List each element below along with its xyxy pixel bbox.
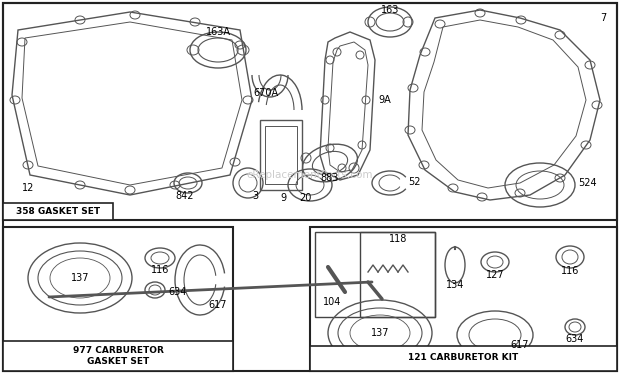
Text: 977 CARBURETOR
GASKET SET: 977 CARBURETOR GASKET SET [73,346,164,366]
Text: 524: 524 [578,178,596,188]
Text: 358 GASKET SET: 358 GASKET SET [16,206,100,215]
Text: 118: 118 [389,234,407,244]
Text: 9A: 9A [378,95,391,105]
Text: 163A: 163A [205,27,231,37]
Text: 137: 137 [71,273,89,283]
Text: 137: 137 [371,328,389,338]
Bar [3,203,113,220]
Text: 670A: 670A [253,88,278,98]
Bar [315,232,435,317]
Text: 634: 634 [566,334,584,344]
Bar [360,232,435,317]
Text: 52: 52 [408,177,420,187]
Text: 883: 883 [321,173,339,183]
Bar [265,126,297,184]
Text: 3: 3 [252,191,258,201]
Text: 12: 12 [22,183,34,193]
Text: 617: 617 [209,300,228,310]
Text: 121 CARBURETOR KIT: 121 CARBURETOR KIT [409,353,518,362]
Text: 634: 634 [168,287,187,297]
Text: 134: 134 [446,280,464,290]
Bar [3,227,233,371]
Text: 127: 127 [485,270,504,280]
Text: 20: 20 [299,193,311,203]
Text: eReplacementParts.com: eReplacementParts.com [247,170,373,180]
Text: 116: 116 [151,265,169,275]
Text: 7: 7 [600,13,606,23]
Text: 163: 163 [381,5,399,15]
Text: 617: 617 [510,340,528,350]
Text: 104: 104 [323,297,341,307]
Text: 9: 9 [280,193,286,203]
Bar [3,3,617,220]
Text: 842: 842 [175,191,194,201]
Bar [260,120,302,190]
Bar [310,346,617,371]
Bar [3,341,233,371]
Text: 116: 116 [561,266,579,276]
Bar [310,227,617,371]
